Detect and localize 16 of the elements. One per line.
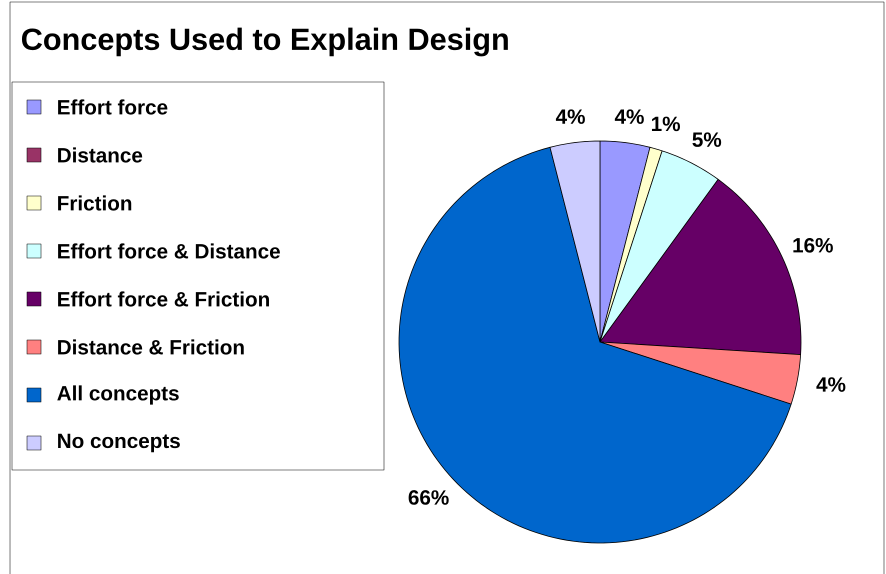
data-label: 66% — [408, 490, 449, 505]
data-label: 4% — [614, 109, 644, 124]
data-label: 5% — [692, 132, 722, 147]
data-label: 4% — [816, 377, 846, 392]
legend-label: Friction — [58, 195, 132, 211]
legend-label: All concepts — [57, 385, 179, 405]
chart-title: Concepts Used to Explain Design — [22, 28, 508, 56]
legend-label: Distance — [58, 147, 142, 163]
legend-label: Effort force — [58, 99, 168, 115]
data-label: 1% — [652, 116, 680, 132]
legend-label: Distance & Friction — [58, 339, 244, 355]
legend-label: Effort force & Distance — [58, 243, 280, 259]
data-label: 16% — [793, 238, 833, 253]
legend-label: Effort force & Friction — [58, 291, 269, 307]
data-label: 4% — [556, 109, 585, 124]
legend-label: No concepts — [58, 434, 180, 452]
